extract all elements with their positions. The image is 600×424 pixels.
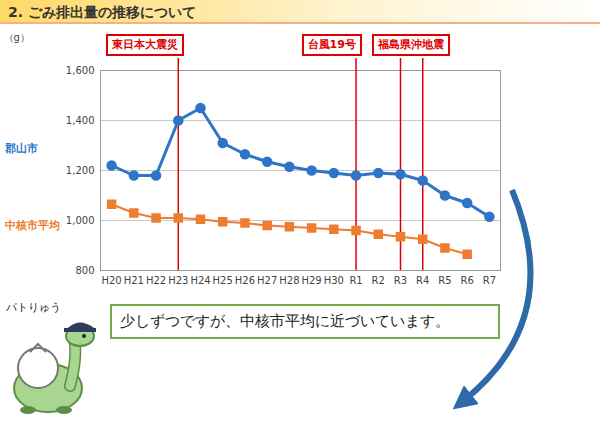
svg-text:R6: R6 [461,275,474,286]
svg-text:中核市平均: 中核市平均 [5,219,60,232]
svg-text:H30: H30 [324,275,344,286]
svg-text:R1: R1 [349,275,362,286]
svg-text:800: 800 [75,265,94,276]
svg-text:H20: H20 [101,275,121,286]
svg-text:H22: H22 [146,275,166,286]
svg-text:R7: R7 [483,275,496,286]
html-text:東日本大震災: 東日本大震災 [111,38,178,51]
html-text:台風19号: 台風19号 [307,38,356,51]
svg-text:1,200: 1,200 [66,165,95,176]
svg-text:1,600: 1,600 [66,65,95,76]
svg-text:H28: H28 [279,275,299,286]
svg-text:郡山市: 郡山市 [4,142,38,155]
svg-text:（g）: （g） [4,32,30,43]
svg-text:R3: R3 [394,275,407,286]
svg-text:1,400: 1,400 [66,115,95,126]
html-text:2. ごみ排出量の推移について: 2. ごみ排出量の推移について [8,4,196,20]
svg-text:R5: R5 [438,275,451,286]
svg-text:H25: H25 [213,275,233,286]
html-text:福島県沖地震: 福島県沖地震 [378,38,445,51]
svg-text:H29: H29 [301,275,321,286]
svg-text:R4: R4 [416,275,429,286]
svg-text:H23: H23 [168,275,188,286]
svg-text:H21: H21 [124,275,144,286]
html-text:パトりゅう: パトりゅう [6,301,61,314]
svg-text:H24: H24 [190,275,210,286]
html-text:少しずつですが、中核市平均に近づいています。: 少しずつですが、中核市平均に近づいています。 [120,312,450,330]
svg-text:H26: H26 [235,275,255,286]
svg-text:R2: R2 [372,275,385,286]
svg-text:1,000: 1,000 [66,215,95,226]
svg-text:H27: H27 [257,275,277,286]
